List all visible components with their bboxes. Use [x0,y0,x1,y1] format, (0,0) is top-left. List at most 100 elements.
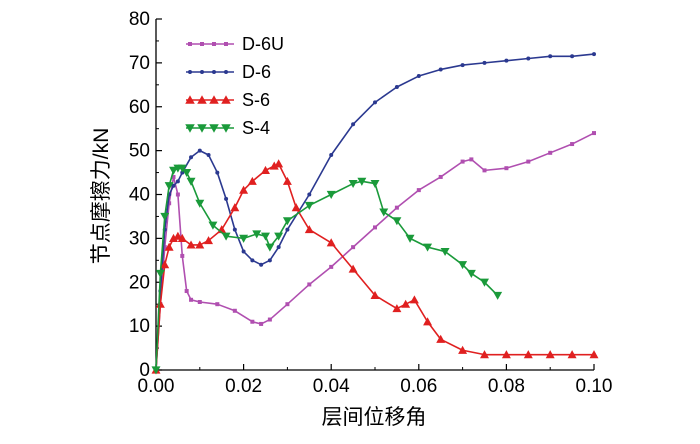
legend-label: S-6 [242,90,270,110]
data-point-s-6 [423,317,433,326]
data-point-s-6 [545,350,555,359]
data-point-d-6 [307,192,312,197]
data-point-s-6 [409,295,419,304]
y-tick-label: 60 [129,97,150,118]
data-point-d-6 [394,85,399,90]
data-point-d-6 [206,153,211,158]
data-point-d-6u [267,317,272,322]
y-tick-label: 40 [129,185,150,206]
data-point-s-4 [151,366,161,375]
legend-marker [221,95,231,104]
data-point-d-6 [224,196,229,201]
tick-labels: 0.00 0.02 0.04 0.06 0.08 0.10 0 10 20 30 40 50 60 70 8… [129,9,613,397]
data-point-s-4 [440,247,450,257]
x-tick-label: 0.08 [488,376,525,397]
data-point-s-4 [480,278,489,287]
data-point-d-6u [197,299,202,304]
data-point-s-6 [230,203,240,212]
series-line-s-4 [155,167,499,371]
data-point-d-6 [175,179,180,184]
data-point-s-6 [177,233,187,242]
x-tick-label: 0.06 [400,376,437,397]
data-point-s-4 [370,179,380,189]
series-s-4 [151,164,503,375]
data-point-s-4 [252,230,262,239]
data-point-d-6 [171,183,176,188]
y-tick-label: 80 [129,9,150,30]
data-point-d-6u [171,174,176,179]
data-point-s-4 [186,177,196,186]
data-point-s-4 [282,217,292,226]
x-axis-title: 层间位移角 [322,406,427,429]
data-point-s-6 [204,236,214,245]
data-point-d-6u [460,159,465,164]
data-point-d-6 [548,54,553,59]
data-point-s-6 [239,185,249,194]
data-point-s-6 [160,260,170,269]
data-point-s-6 [392,304,402,313]
y-tick-label: 30 [129,228,150,249]
legend-marker [197,124,207,133]
data-point-d-6u [215,302,220,307]
legend-marker [188,70,192,74]
data-point-d-6u [285,302,290,307]
data-point-s-4 [357,177,367,186]
data-point-d-6u [329,264,334,269]
data-point-s-4 [160,212,170,221]
data-point-s-6 [436,334,446,343]
data-point-d-6u [250,319,255,324]
legend-item-d-6u: D-6U [186,34,284,54]
data-point-s-6 [589,350,599,359]
legend-marker [209,95,219,104]
data-point-s-4 [239,234,249,243]
data-point-d-6 [504,58,509,63]
data-point-d-6 [570,54,575,59]
data-point-d-6 [592,52,596,57]
data-point-s-4 [304,201,314,210]
data-point-d-6u [416,188,421,193]
data-point-d-6u [232,308,237,313]
y-tick-label: 0 [139,360,150,381]
data-point-d-6u [438,174,443,179]
data-point-d-6u [394,205,399,210]
y-axis-title: 节点摩擦力/kN [90,128,113,265]
data-point-s-6 [370,290,380,299]
data-point-s-6 [164,242,174,251]
data-point-s-4 [348,179,358,189]
data-point-d-6u [482,168,487,173]
data-point-d-6u [184,289,189,294]
data-point-s-4 [458,261,468,270]
data-point-s-6 [169,233,178,242]
x-tick-label: 0.00 [138,376,175,397]
legend-marker [185,95,195,104]
series-line-d-6u [155,132,595,371]
data-point-s-6 [304,225,314,234]
axes [155,18,595,371]
data-point-s-4 [221,232,231,241]
data-point-d-6 [232,227,237,232]
legend-label: D-6U [242,34,284,54]
data-point-d-6u [504,166,509,171]
data-point-d-6u [180,253,185,258]
series-line-s-6 [155,162,594,371]
x-tick-label: 0.02 [225,376,262,397]
series-d-6u [154,131,596,372]
data-point-s-6 [261,165,270,174]
data-point-d-6u [570,142,575,147]
x-tick-label: 0.04 [313,376,350,397]
legend-label: D-6 [242,62,271,82]
legend-marker [185,124,195,133]
data-point-d-6 [189,155,194,160]
legend-marker [209,124,219,133]
data-point-s-6 [282,176,292,185]
legend-marker [221,124,231,133]
data-point-s-6 [247,176,257,185]
data-point-d-6u [162,245,167,250]
series-s-6 [151,159,599,374]
series-group [151,52,599,375]
data-point-s-4 [326,190,336,199]
data-point-d-6 [438,67,443,72]
y-tick-label: 50 [129,141,150,162]
data-point-d-6u [469,157,474,162]
data-point-s-6 [458,345,468,354]
